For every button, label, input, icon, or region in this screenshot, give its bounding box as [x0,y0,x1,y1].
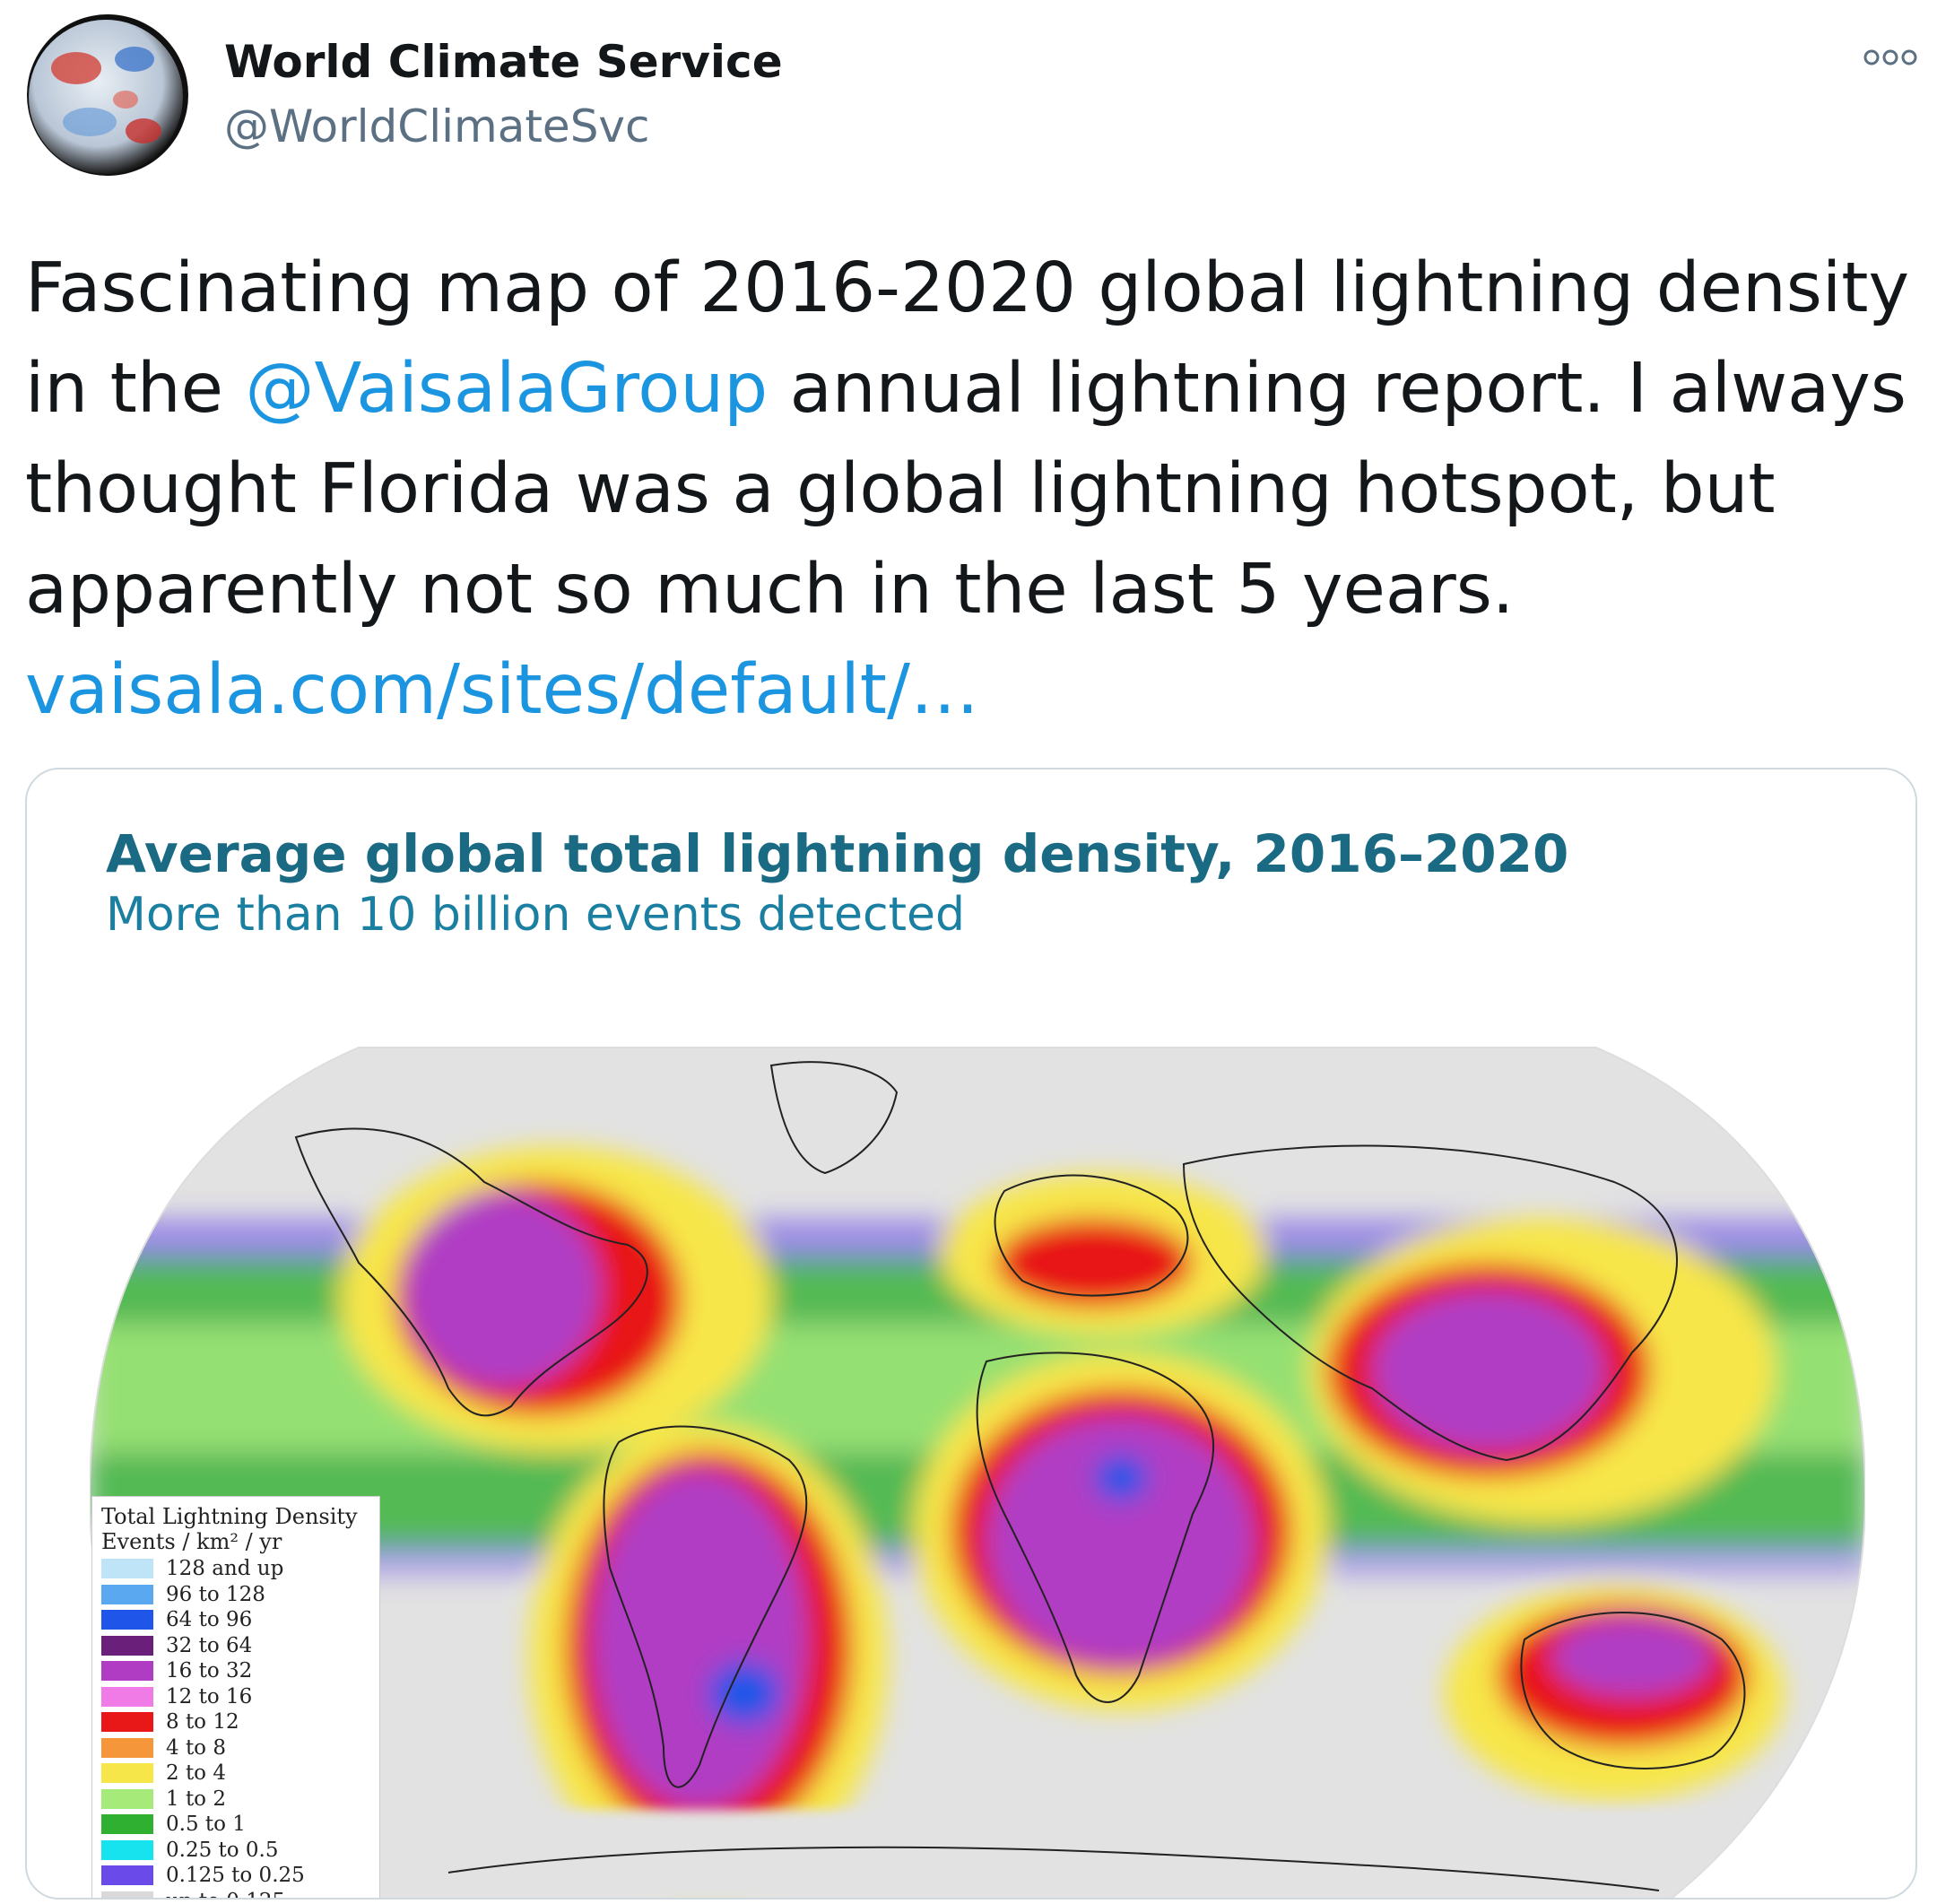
legend-units: Events / km² / yr [101,1529,282,1554]
legend-swatch [101,1559,153,1579]
legend-swatch [101,1763,153,1784]
legend-swatch [101,1788,153,1809]
legend-swatch [101,1610,153,1630]
legend-item: 1 to 2 [101,1787,370,1813]
legend-label: 0.125 to 0.25 [166,1864,305,1888]
legend-label: 0.5 to 1 [166,1813,246,1837]
legend-swatch [101,1661,153,1682]
legend-item: 8 to 12 [101,1709,370,1735]
legend-swatch [101,1891,153,1898]
legend-item: 0.125 to 0.25 [101,1863,370,1889]
legend-item: up to 0.125 [101,1889,370,1898]
tweet-text-part-1: Fascinating map of 2016-2020 global ligh… [25,248,1910,429]
mention-link[interactable]: @VaisalaGroup [245,349,769,429]
tweet-media-image[interactable]: Average global total lightning density, … [25,768,1917,1900]
legend-label: 12 to 16 [166,1684,253,1708]
legend-item: 96 to 128 [101,1582,370,1608]
author-name[interactable]: World Climate Service [224,36,783,88]
legend-swatch [101,1839,153,1860]
image-title: Average global total lightning density, … [106,823,1569,884]
legend-label: 128 and up [166,1557,284,1581]
legend-swatch [101,1737,153,1758]
legend-label: 64 to 96 [166,1608,253,1632]
legend-swatch [101,1635,153,1656]
legend-item: 32 to 64 [101,1633,370,1659]
legend-item: 12 to 16 [101,1684,370,1710]
legend-item: 4 to 8 [101,1735,370,1761]
legend-label: 96 to 128 [166,1582,265,1606]
legend-swatch [101,1712,153,1733]
tweet-text-part-2: annual lightning report. I always though… [25,349,1907,630]
legend-swatch [101,1686,153,1707]
legend-label: 0.25 to 0.5 [166,1838,279,1862]
tweet-text: Fascinating map of 2016-2020 global ligh… [25,239,1917,741]
legend-swatch [101,1584,153,1604]
legend-item: 128 and up [101,1556,370,1582]
author-handle[interactable]: @WorldClimateSvc [224,100,650,152]
external-link[interactable]: vaisala.com/sites/default/… [25,650,979,730]
image-subtitle: More than 10 billion events detected [106,888,966,942]
legend-label: 4 to 8 [166,1735,226,1760]
legend-item: 0.5 to 1 [101,1812,370,1838]
map-legend: Total Lightning Density Events / km² / y… [91,1496,380,1898]
legend-label: 8 to 12 [166,1710,239,1734]
legend-item: 2 to 4 [101,1761,370,1787]
legend-item: 64 to 96 [101,1607,370,1633]
legend-label: 32 to 64 [166,1633,253,1657]
legend-label: 16 to 32 [166,1659,253,1683]
avatar[interactable] [27,14,188,176]
legend-label: 1 to 2 [166,1787,226,1811]
more-options-icon[interactable] [1863,47,1917,68]
lightning-density-map [90,1030,1865,1898]
legend-items: 128 and up 96 to 128 64 to 96 32 to 64 16 to… [101,1556,370,1898]
legend-title: Total Lightning Density [101,1504,358,1529]
legend-label: up to 0.125 [166,1890,285,1898]
legend-item: 0.25 to 0.5 [101,1838,370,1864]
legend-swatch [101,1865,153,1886]
legend-swatch [101,1814,153,1835]
legend-label: 2 to 4 [166,1761,226,1786]
legend-item: 16 to 32 [101,1658,370,1684]
